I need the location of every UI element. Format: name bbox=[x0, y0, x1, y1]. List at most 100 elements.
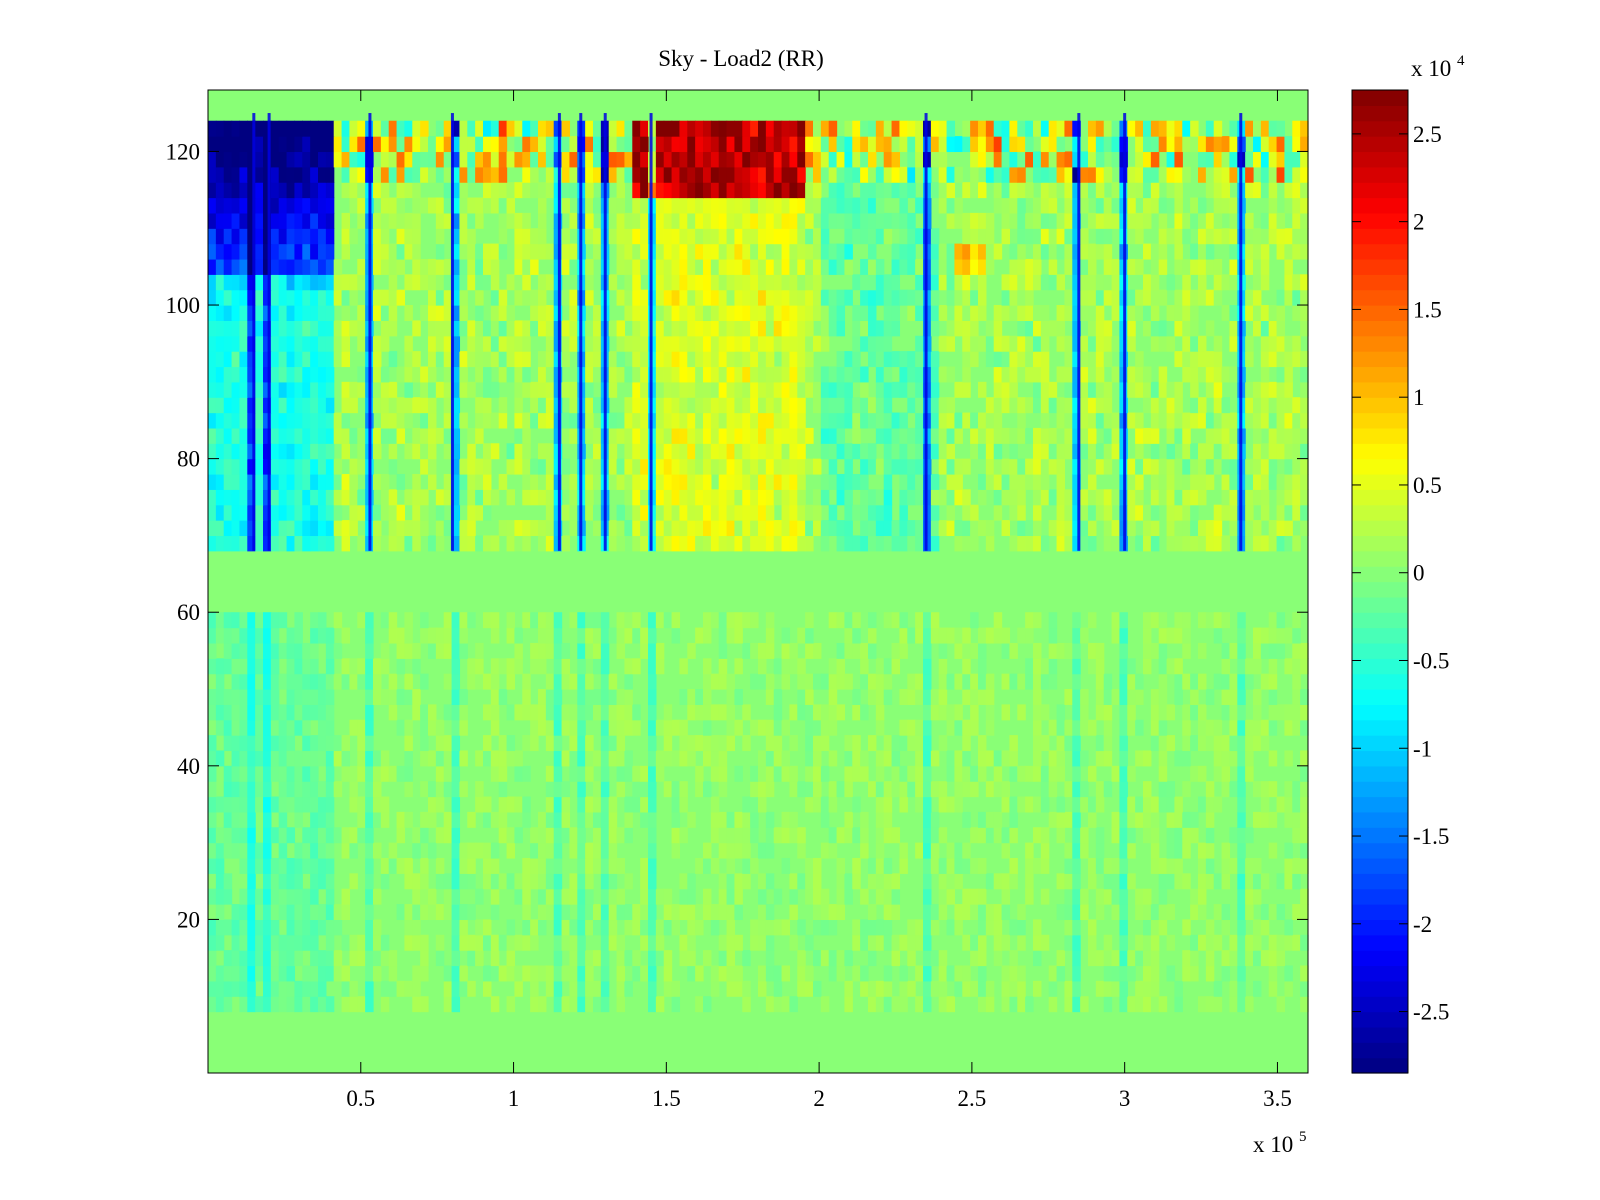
heatmap-cell bbox=[1080, 781, 1089, 798]
heatmap-cell bbox=[451, 443, 461, 460]
heatmap-cell bbox=[938, 520, 948, 537]
heatmap-cell bbox=[1103, 750, 1113, 767]
heatmap-cell bbox=[1009, 642, 1018, 659]
heatmap-cell bbox=[1300, 796, 1309, 813]
heatmap-cell bbox=[726, 980, 736, 997]
heatmap-cell bbox=[899, 796, 908, 813]
heatmap-cell bbox=[270, 412, 280, 429]
heatmap-cell bbox=[593, 811, 602, 828]
heatmap-cell bbox=[1080, 351, 1089, 368]
heatmap-cell bbox=[318, 811, 327, 828]
heatmap-cell bbox=[1033, 934, 1042, 951]
heatmap-cell bbox=[412, 228, 421, 245]
heatmap-cell bbox=[970, 212, 979, 229]
heatmap-cell bbox=[1276, 351, 1286, 368]
heatmap-cell bbox=[852, 612, 861, 629]
heatmap-cell bbox=[522, 535, 531, 552]
heatmap-cell bbox=[813, 381, 822, 398]
heatmap-cell bbox=[962, 412, 971, 429]
heatmap-cell bbox=[1009, 504, 1018, 521]
heatmap-cell bbox=[1033, 857, 1042, 874]
heatmap-cell bbox=[1245, 458, 1254, 475]
heatmap-cell bbox=[270, 673, 280, 690]
heatmap-cell bbox=[1198, 642, 1207, 659]
heatmap-cell bbox=[585, 873, 594, 890]
heatmap-cell bbox=[231, 182, 241, 199]
heatmap-cell bbox=[1119, 965, 1128, 982]
heatmap-cell bbox=[679, 827, 688, 844]
heatmap-cell bbox=[1048, 397, 1058, 414]
heatmap-cell bbox=[891, 427, 901, 444]
heatmap-cell bbox=[703, 996, 712, 1013]
heatmap-cell bbox=[789, 381, 798, 398]
heatmap-cell bbox=[380, 535, 390, 552]
heatmap-cell bbox=[1292, 904, 1301, 921]
heatmap-cell bbox=[585, 458, 594, 475]
heatmap-cell bbox=[1268, 704, 1278, 721]
heatmap-cell bbox=[993, 197, 1003, 214]
heatmap-cell bbox=[1103, 719, 1113, 736]
heatmap-cell bbox=[263, 320, 272, 337]
heatmap-cell bbox=[1143, 243, 1152, 260]
heatmap-cell bbox=[1292, 473, 1301, 490]
heatmap-cell bbox=[1300, 642, 1309, 659]
heatmap-cell bbox=[1260, 243, 1270, 260]
heatmap-cell bbox=[789, 642, 798, 659]
heatmap-cell bbox=[1229, 305, 1238, 321]
heatmap-cell bbox=[1072, 489, 1081, 506]
heatmap-cell bbox=[333, 950, 343, 967]
heatmap-cell bbox=[459, 873, 468, 890]
heatmap-cell bbox=[1095, 458, 1105, 475]
heatmap-cell bbox=[208, 612, 217, 629]
heatmap-cell bbox=[750, 673, 759, 690]
heatmap-cell bbox=[208, 473, 217, 490]
heatmap-cell bbox=[899, 473, 908, 490]
heatmap-cell bbox=[506, 827, 516, 844]
heatmap-cell bbox=[239, 212, 248, 229]
heatmap-cell bbox=[1190, 827, 1199, 844]
heatmap-cell bbox=[215, 274, 225, 291]
heatmap-cell bbox=[1284, 366, 1293, 383]
heatmap-cell bbox=[1040, 489, 1050, 506]
heatmap-cell bbox=[703, 427, 712, 444]
heatmap-cell bbox=[1237, 919, 1246, 936]
heatmap-cell bbox=[640, 504, 649, 521]
heatmap-cell bbox=[593, 397, 602, 414]
heatmap-cell bbox=[1009, 796, 1018, 813]
heatmap-cell bbox=[451, 520, 461, 537]
heatmap-cell bbox=[1017, 965, 1026, 982]
heatmap-cell bbox=[215, 796, 225, 813]
heatmap-cell bbox=[1064, 504, 1073, 521]
heatmap-cell bbox=[373, 658, 382, 675]
heatmap-cell bbox=[1072, 980, 1081, 997]
heatmap-cell bbox=[270, 320, 280, 337]
heatmap-cell bbox=[1229, 489, 1238, 506]
heatmap-cell bbox=[1135, 212, 1144, 229]
heatmap-cell bbox=[624, 412, 633, 429]
heatmap-cell bbox=[820, 673, 830, 690]
heatmap-cell bbox=[459, 919, 468, 936]
heatmap-cell bbox=[993, 873, 1003, 890]
heatmap-cell bbox=[781, 305, 791, 321]
heatmap-cell bbox=[1103, 197, 1113, 214]
heatmap-cell bbox=[1111, 888, 1121, 905]
heatmap-cell bbox=[1150, 842, 1160, 859]
heatmap-cell bbox=[467, 458, 476, 475]
heatmap-cell bbox=[294, 842, 303, 859]
heatmap-cell bbox=[608, 535, 618, 552]
heatmap-cell bbox=[750, 366, 759, 383]
heatmap-cell bbox=[530, 857, 539, 874]
heatmap-cell bbox=[805, 765, 814, 782]
heatmap-cell bbox=[365, 980, 374, 997]
heatmap-cell bbox=[789, 765, 798, 782]
heatmap-cell bbox=[1127, 719, 1136, 736]
heatmap-cell bbox=[1292, 535, 1301, 552]
heatmap-cell bbox=[223, 642, 233, 659]
heatmap-cell bbox=[836, 320, 846, 337]
heatmap-cell bbox=[1198, 243, 1207, 260]
heatmap-cell bbox=[404, 443, 413, 460]
heatmap-cell bbox=[286, 443, 296, 460]
heatmap-cell bbox=[467, 212, 476, 229]
heatmap-cell bbox=[341, 520, 351, 537]
heatmap-cell bbox=[325, 397, 335, 414]
